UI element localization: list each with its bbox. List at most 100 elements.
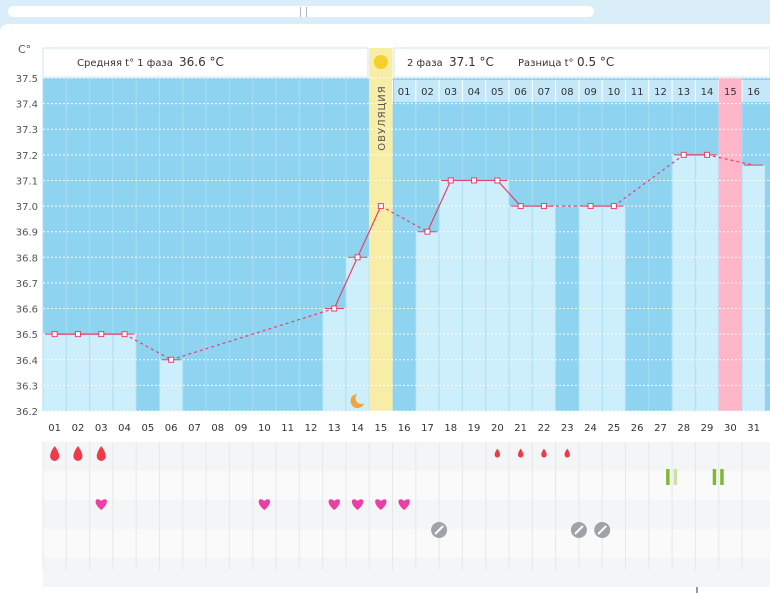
heart-icon[interactable]	[328, 499, 340, 510]
top-day-label: 02	[421, 87, 434, 98]
temperature-point[interactable]	[471, 177, 478, 184]
marker-row	[43, 442, 770, 471]
temperature-bar	[439, 180, 463, 412]
top-day-label: 11	[631, 87, 644, 98]
temperature-point[interactable]	[168, 356, 175, 363]
blood-drop-icon[interactable]	[96, 446, 106, 461]
x-tick-label: 11	[281, 423, 294, 434]
test-strip-icon[interactable]	[666, 469, 670, 485]
temperature-line-segment	[124, 333, 172, 361]
temperature-point[interactable]	[377, 203, 384, 210]
temperature-bar	[579, 205, 602, 412]
temperature-bar	[346, 257, 369, 412]
x-tick-label: 17	[421, 423, 434, 434]
ovulation-label: ОВУЛЯЦИЯ	[377, 85, 388, 151]
x-tick-label: 14	[351, 423, 364, 434]
x-tick-label: 13	[328, 423, 341, 434]
temperature-bar	[742, 164, 766, 412]
x-tick-label: 05	[141, 423, 154, 434]
marker-row	[43, 529, 770, 558]
blood-drop-small-icon[interactable]	[517, 448, 524, 458]
moon-icon-shadow	[355, 392, 368, 404]
marker-row	[43, 558, 770, 587]
x-tick-label: 19	[468, 423, 481, 434]
temperature-line-segment	[426, 180, 452, 232]
y-tick-label: 37.3	[16, 125, 38, 136]
plot-area	[43, 78, 770, 411]
heart-icon[interactable]	[375, 499, 387, 510]
temperature-point[interactable]	[704, 151, 711, 158]
blood-drop-small-icon[interactable]	[494, 448, 501, 458]
x-tick-label: 27	[654, 423, 667, 434]
y-tick-label: 36.7	[16, 279, 38, 290]
temperature-point[interactable]	[610, 203, 617, 210]
test-strip-icon[interactable]	[712, 469, 717, 485]
test-strip-icon[interactable]	[673, 469, 678, 485]
y-tick-label: 36.9	[16, 228, 38, 239]
blood-drop-small-icon[interactable]	[564, 448, 570, 458]
x-tick-label: 12	[305, 423, 318, 434]
top-scrollbar[interactable]	[8, 6, 594, 17]
x-tick-label: 08	[211, 423, 224, 434]
temperature-point[interactable]	[447, 177, 454, 184]
x-tick-label: 21	[514, 423, 527, 434]
test-strip-icon[interactable]	[720, 469, 724, 485]
phase1-value: 36.6 °C	[179, 55, 224, 69]
y-axis-unit: C°	[18, 43, 31, 56]
top-day-label: 14	[701, 87, 714, 98]
temperature-line-segment	[357, 205, 382, 258]
x-tick-label: 16	[398, 423, 411, 434]
temperature-point[interactable]	[121, 331, 128, 338]
ovulation-column	[369, 48, 393, 411]
no-intercourse-slash	[597, 525, 607, 535]
x-tick-label: 28	[677, 423, 690, 434]
x-tick-label: 24	[584, 423, 597, 434]
y-tick-label: 37.1	[16, 176, 38, 187]
heart-icon[interactable]	[95, 499, 107, 510]
temperature-bar	[416, 231, 439, 412]
scroll-grip[interactable]	[300, 7, 307, 17]
phase1-box	[42, 47, 369, 78]
temperature-line-segment	[333, 257, 359, 309]
temperature-point[interactable]	[540, 203, 547, 210]
heart-icon[interactable]	[258, 499, 271, 510]
top-day-label: 05	[491, 87, 504, 98]
diff-label: Разница t°	[518, 58, 574, 69]
x-tick-label: 10	[258, 423, 271, 434]
y-tick-label: 36.4	[16, 356, 38, 367]
temperature-point[interactable]	[424, 228, 431, 235]
temperature-point[interactable]	[354, 254, 361, 261]
temperature-bar	[485, 180, 509, 412]
x-tick-label: 26	[631, 423, 644, 434]
top-day-label: 16	[747, 87, 760, 98]
x-tick-label: 20	[491, 423, 504, 434]
temperature-line-segment	[613, 154, 685, 207]
top-day-label: 09	[584, 87, 597, 98]
temperature-point[interactable]	[587, 203, 594, 210]
sun-icon	[373, 55, 388, 69]
no-intercourse-slash	[574, 525, 584, 535]
blood-drop-icon[interactable]	[50, 446, 60, 461]
blood-drop-small-icon[interactable]	[541, 448, 547, 458]
heart-icon[interactable]	[351, 499, 364, 510]
temperature-point[interactable]	[517, 203, 524, 210]
phase2-label: 2 фаза	[407, 58, 443, 69]
temperature-bar	[89, 333, 113, 412]
top-day-label: 03	[444, 87, 457, 98]
temperature-line-segment	[496, 180, 522, 207]
temperature-point[interactable]	[494, 177, 501, 184]
temperature-point[interactable]	[98, 331, 105, 338]
blood-drop-icon[interactable]	[73, 446, 83, 461]
top-day-label: 15	[724, 87, 737, 98]
heart-icon[interactable]	[398, 499, 410, 510]
x-tick-label: 09	[235, 423, 248, 434]
x-tick-label: 25	[607, 423, 620, 434]
temperature-point[interactable]	[680, 151, 687, 158]
temperature-point[interactable]	[51, 331, 58, 338]
y-tick-label: 36.5	[16, 330, 38, 341]
temperature-point[interactable]	[74, 331, 81, 338]
marker-row	[43, 471, 770, 500]
y-tick-label: 36.3	[16, 381, 38, 392]
temperature-point[interactable]	[331, 305, 338, 312]
